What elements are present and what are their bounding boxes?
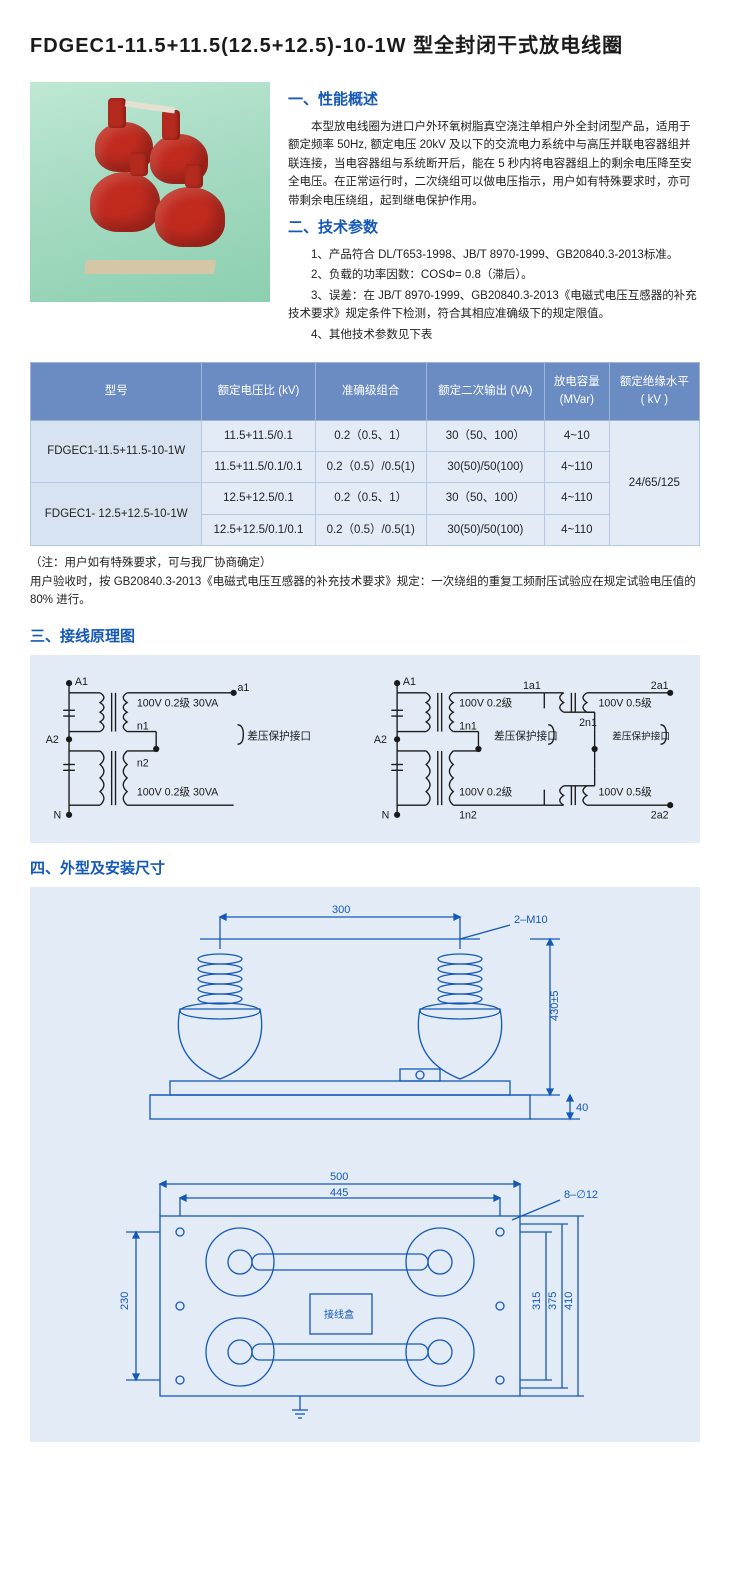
cell: 30(50)/50(100) [426,452,544,483]
dim-410: 410 [563,1291,575,1309]
dim-230: 230 [119,1291,131,1309]
dim-375: 375 [547,1291,559,1309]
dim-430: 430±5 [549,991,561,1022]
lbl: 100V 0.5级 [599,787,653,799]
note-line-2: 用户验收时，按 GB20840.3-2013《电磁式电压互感器的补充技术要求》规… [30,573,700,610]
lbl: 1a1 [523,680,541,692]
dim-300: 300 [332,904,350,916]
th-model: 型号 [31,362,202,420]
th-accuracy: 准确级组合 [315,362,426,420]
section-2-heading: 二、技术参数 [288,216,700,240]
lbl-A2: A2 [46,735,59,747]
cell: 4~110 [544,483,609,514]
section-4-heading: 四、外型及安装尺寸 [30,857,700,881]
dim-holes: 8–∅12 [564,1189,598,1201]
wiring-diagram-right: A1 A2 N 1a1 1n1 1n2 100V 0.2级 100V 0.2级 … [370,669,690,829]
lbl: 差压保护接口 [613,730,671,743]
th-capacity: 放电容量 (MVar) [544,362,609,420]
lbl: 100V 0.5级 [599,698,653,710]
page-title: FDGEC1-11.5+11.5(12.5+12.5)-10-1W 型全封闭干式… [30,30,700,62]
lbl-A1: A1 [75,677,88,689]
note-line-1: （注：用户如有特殊要求，可与我厂协商确定） [30,554,700,572]
cell: 12.5+12.5/0.1 [202,483,315,514]
intro-row: 一、性能概述 本型放电线圈为进口户外环氧树脂真空浇注单相户外全封闭型产品，适用于… [30,82,700,346]
cell: 30（50、100） [426,483,544,514]
table-note: （注：用户如有特殊要求，可与我厂协商确定） 用户验收时，按 GB20840.3-… [30,554,700,609]
th-insulation: 额定绝缘水平 ( kV ) [609,362,699,420]
dim-m10: 2–M10 [514,914,548,926]
section-1-heading: 一、性能概述 [288,88,700,112]
table-row: FDGEC1-11.5+11.5-10-1W 11.5+11.5/0.1 0.2… [31,420,700,451]
cell-model: FDGEC1- 12.5+12.5-10-1W [31,483,202,546]
lbl-spec2: 100V 0.2级 30VA [137,787,219,799]
lbl: N [382,810,390,822]
cell: 0.2（0.5）/0.5(1) [315,452,426,483]
dim-445: 445 [330,1187,348,1199]
dim-315: 315 [531,1291,543,1309]
front-view-drawing: 300 2–M10 430±5 40 [40,899,680,1159]
dim-40: 40 [576,1102,588,1114]
spec-table: 型号 额定电压比 (kV) 准确级组合 额定二次输出 (VA) 放电容量 (MV… [30,362,700,546]
cell: 11.5+11.5/0.1 [202,420,315,451]
cell: 4~110 [544,452,609,483]
spec-line-4: 4、其他技术参数见下表 [288,326,700,344]
spec-line-3: 3、误差：在 JB/T 8970-1999、GB20840.3-2013《电磁式… [288,287,700,324]
cell-insulation: 24/65/125 [609,420,699,546]
table-row: FDGEC1- 12.5+12.5-10-1W 12.5+12.5/0.1 0.… [31,483,700,514]
lbl: 2a2 [651,810,669,822]
lbl-n1: n1 [137,721,149,733]
cell: 30（50、100） [426,420,544,451]
section-3-heading: 三、接线原理图 [30,625,700,649]
cell: 0.2（0.5、1） [315,483,426,514]
lbl: 差压保护接口 [494,730,558,743]
overview-text: 本型放电线圈为进口户外环氧树脂真空浇注单相户外全封闭型产品，适用于额定频率 50… [288,118,700,210]
lbl: 100V 0.2级 [460,698,514,710]
lbl: A2 [374,735,387,747]
cell: 4~110 [544,514,609,545]
lbl: A1 [403,677,416,689]
cell: 0.2（0.5、1） [315,420,426,451]
wiring-diagram-block: A1 A2 N a1 n1 n2 100V 0.2级 30VA 100V 0.2… [30,655,700,843]
lbl-n2: n2 [137,758,149,770]
lbl: 1n1 [460,721,478,733]
cell: 30(50)/50(100) [426,514,544,545]
lbl-a1: a1 [238,682,250,694]
th-output: 额定二次输出 (VA) [426,362,544,420]
product-photo [30,82,270,302]
junction-box-label: 接线盒 [324,1308,354,1321]
th-ratio: 额定电压比 (kV) [202,362,315,420]
lbl: 100V 0.2级 [460,787,514,799]
lbl: 2n1 [580,717,598,729]
lbl: 2a1 [651,680,669,692]
lbl-port: 差压保护接口 [247,730,311,743]
lbl-spec1: 100V 0.2级 30VA [137,698,219,710]
wiring-diagram-left: A1 A2 N a1 n1 n2 100V 0.2级 30VA 100V 0.2… [40,669,330,829]
dimension-drawings: 300 2–M10 430±5 40 [30,887,700,1441]
spec-line-1: 1、产品符合 DL/T653-1998、JB/T 8970-1999、GB208… [288,246,700,264]
cell: 12.5+12.5/0.1/0.1 [202,514,315,545]
lbl: 1n2 [460,810,478,822]
table-header-row: 型号 额定电压比 (kV) 准确级组合 额定二次输出 (VA) 放电容量 (MV… [31,362,700,420]
lbl-N: N [54,810,62,822]
top-view-drawing: 500 445 8–∅12 230 315 375 410 接线盒 [40,1166,680,1426]
cell-model: FDGEC1-11.5+11.5-10-1W [31,420,202,483]
cell: 0.2（0.5）/0.5(1) [315,514,426,545]
cell: 11.5+11.5/0.1/0.1 [202,452,315,483]
dim-500: 500 [330,1171,348,1183]
cell: 4~10 [544,420,609,451]
spec-line-2: 2、负载的功率因数：COSΦ= 0.8（滞后）。 [288,266,700,284]
